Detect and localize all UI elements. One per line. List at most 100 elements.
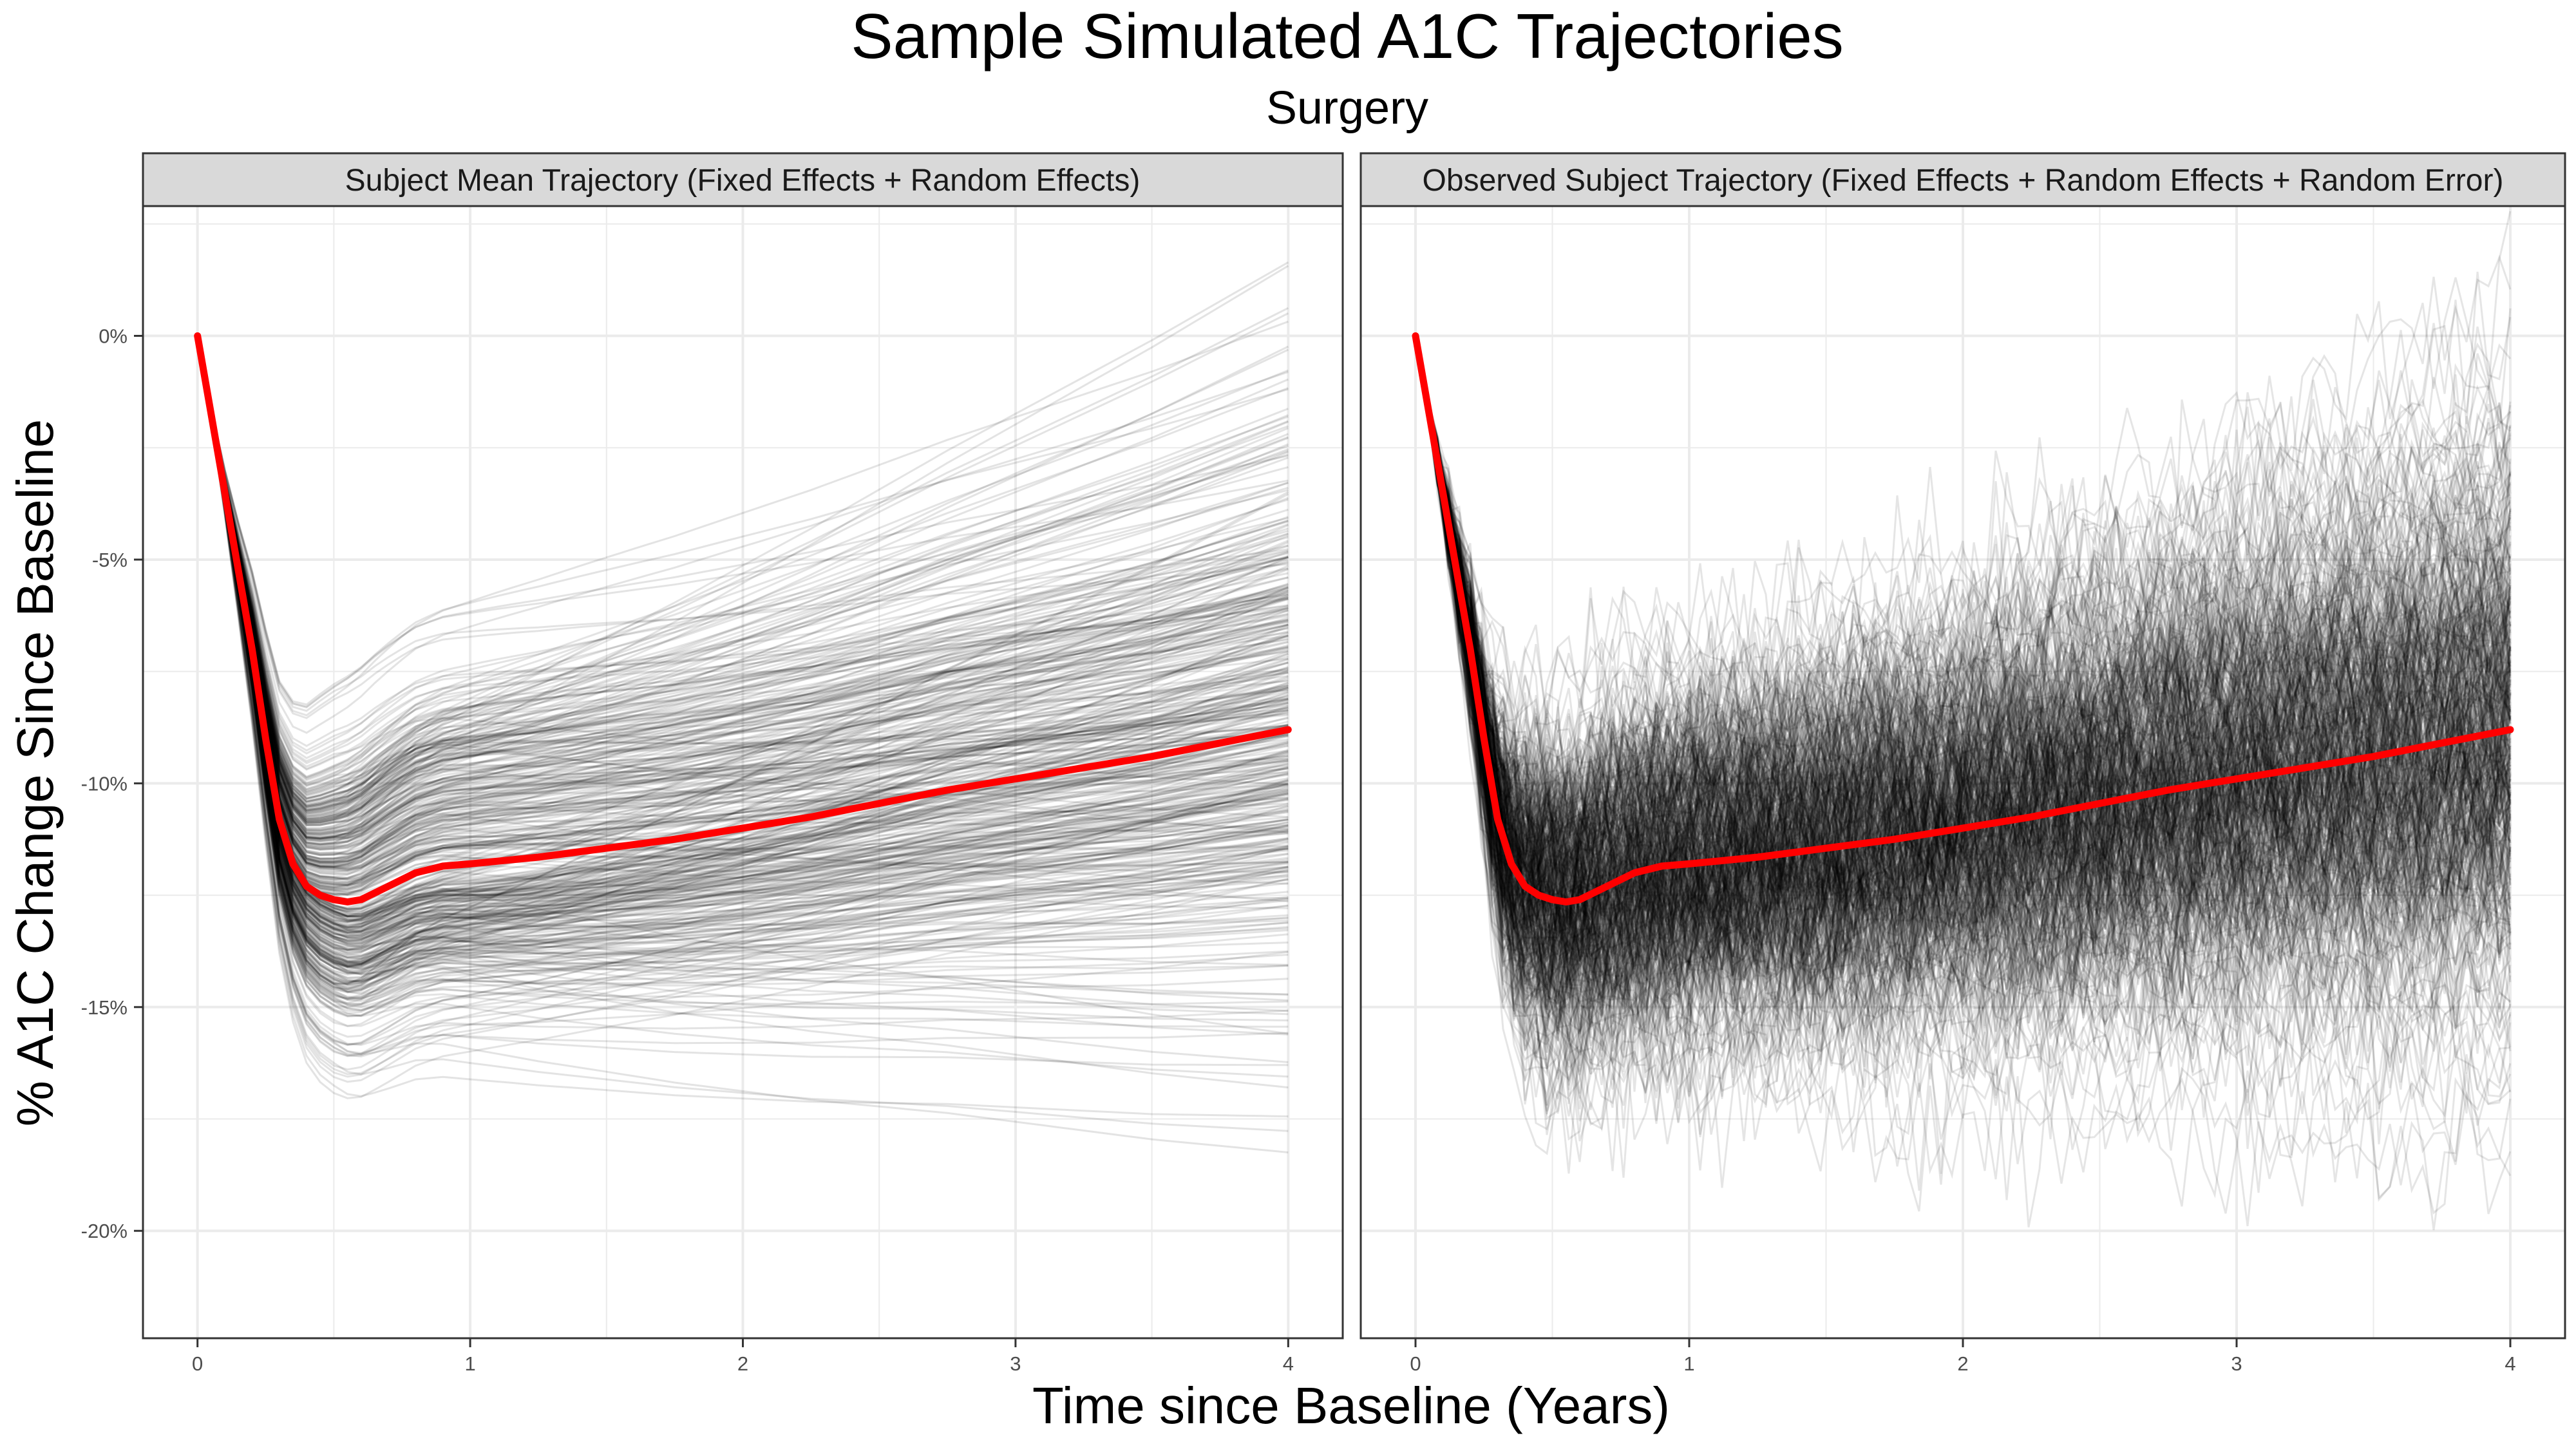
subject-mean-trajectory bbox=[196, 336, 1289, 896]
observed-subject-trajectory bbox=[1414, 336, 2512, 867]
subject-mean-trajectory bbox=[196, 336, 1289, 918]
subject-mean-trajectory bbox=[196, 336, 1289, 936]
observed-subject-trajectory bbox=[1414, 336, 2512, 889]
observed-subject-trajectory bbox=[1414, 336, 2512, 911]
subject-mean-trajectory bbox=[196, 336, 1289, 951]
subject-mean-trajectory bbox=[196, 336, 1289, 1000]
subject-mean-trajectory bbox=[196, 336, 1289, 911]
observed-subject-trajectory bbox=[1414, 336, 2512, 949]
observed-subject-trajectory bbox=[1414, 336, 2512, 956]
observed-subject-trajectory bbox=[1414, 336, 2512, 985]
subject-mean-trajectory bbox=[196, 336, 1289, 960]
observed-subject-trajectory bbox=[1414, 336, 2512, 1178]
subject-mean-trajectory bbox=[196, 336, 1289, 1058]
observed-subject-trajectory bbox=[1414, 336, 2512, 1086]
observed-subject-trajectory bbox=[1414, 336, 2512, 1029]
subject-mean-trajectory bbox=[196, 336, 1289, 866]
subject-mean-trajectory bbox=[196, 336, 1289, 812]
subject-mean-trajectory bbox=[196, 336, 1289, 979]
observed-subject-trajectory bbox=[1414, 336, 2512, 973]
subject-mean-trajectory bbox=[196, 336, 1289, 790]
subject-mean-trajectory bbox=[196, 336, 1289, 954]
subject-mean-trajectory bbox=[196, 336, 1289, 762]
subject-mean-trajectory bbox=[196, 336, 1289, 826]
observed-subject-trajectory bbox=[1414, 336, 2512, 960]
observed-subject-trajectory bbox=[1414, 336, 2512, 1032]
observed-subject-trajectory bbox=[1414, 336, 2512, 978]
subject-mean-trajectory bbox=[196, 336, 1289, 968]
observed-subject-trajectory bbox=[1414, 336, 2512, 1057]
observed-subject-trajectory bbox=[1414, 336, 2512, 979]
subject-mean-trajectory bbox=[196, 336, 1289, 932]
observed-subject-trajectory bbox=[1414, 336, 2512, 1099]
observed-subject-trajectory bbox=[1414, 336, 2512, 939]
subject-mean-trajectory bbox=[196, 336, 1289, 1012]
subject-mean-trajectory bbox=[196, 336, 1289, 815]
observed-subject-trajectory bbox=[1414, 336, 2512, 1020]
subject-mean-trajectory bbox=[196, 336, 1289, 929]
subject-mean-trajectory bbox=[196, 336, 1289, 1017]
observed-subject-trajectory bbox=[1414, 336, 2512, 1026]
observed-subject-trajectory bbox=[1414, 336, 2512, 951]
observed-subject-trajectory bbox=[1414, 336, 2512, 1097]
observed-subject-trajectory bbox=[1414, 336, 2512, 765]
observed-subject-trajectory bbox=[1414, 336, 2512, 1015]
observed-subject-trajectory bbox=[1414, 336, 2512, 1035]
subject-mean-trajectory bbox=[196, 336, 1289, 824]
subject-mean-trajectory bbox=[196, 336, 1289, 864]
observed-subject-trajectory bbox=[1414, 336, 2512, 1032]
subject-mean-trajectory bbox=[196, 336, 1289, 862]
subject-mean-trajectory bbox=[196, 336, 1289, 963]
observed-subject-trajectory bbox=[1414, 336, 2512, 938]
subject-mean-trajectory bbox=[196, 336, 1289, 974]
subject-mean-trajectory bbox=[196, 336, 1289, 996]
observed-subject-trajectory bbox=[1414, 336, 2512, 918]
subject-mean-trajectory bbox=[196, 336, 1289, 708]
subject-mean-trajectory bbox=[196, 336, 1289, 932]
subject-mean-trajectory bbox=[196, 336, 1289, 987]
observed-subject-trajectory bbox=[1414, 336, 2512, 891]
observed-subject-trajectory bbox=[1414, 336, 2512, 934]
observed-subject-trajectory bbox=[1414, 336, 2512, 1174]
observed-subject-trajectory bbox=[1414, 336, 2512, 1025]
observed-subject-trajectory bbox=[1414, 336, 2512, 840]
observed-subject-trajectory bbox=[1414, 336, 2512, 871]
observed-subject-trajectory bbox=[1414, 336, 2512, 908]
observed-subject-trajectory bbox=[1414, 336, 2512, 869]
observed-subject-trajectory bbox=[1414, 336, 2512, 1046]
panel-right-strip bbox=[1359, 152, 2566, 207]
observed-subject-trajectory bbox=[1414, 336, 2512, 981]
subject-mean-trajectory bbox=[196, 336, 1289, 856]
subject-mean-trajectory bbox=[196, 336, 1289, 1099]
observed-subject-trajectory bbox=[1414, 336, 2511, 860]
subject-mean-trajectory bbox=[196, 336, 1289, 850]
observed-subject-trajectory bbox=[1414, 336, 2512, 891]
subject-mean-trajectory bbox=[196, 336, 1289, 806]
observed-subject-trajectory bbox=[1414, 336, 2511, 992]
observed-subject-trajectory bbox=[1414, 336, 2512, 1003]
subject-mean-trajectory bbox=[196, 336, 1289, 1027]
subject-mean-trajectory bbox=[196, 336, 1289, 786]
observed-subject-trajectory bbox=[1414, 336, 2511, 1068]
subject-mean-trajectory bbox=[196, 336, 1289, 1089]
subject-mean-trajectory bbox=[196, 336, 1289, 900]
observed-subject-trajectory bbox=[1414, 336, 2512, 920]
subject-mean-trajectory bbox=[196, 336, 1289, 999]
subject-mean-trajectory bbox=[196, 336, 1289, 1117]
subject-mean-trajectory bbox=[196, 336, 1289, 803]
subject-mean-trajectory bbox=[196, 336, 1289, 933]
observed-subject-trajectory bbox=[1414, 336, 2512, 887]
subject-mean-trajectory bbox=[196, 336, 1289, 969]
subject-mean-trajectory bbox=[196, 336, 1289, 934]
observed-subject-trajectory bbox=[1414, 336, 2512, 955]
observed-subject-trajectory bbox=[1414, 336, 2512, 997]
subject-mean-trajectory bbox=[196, 336, 1289, 842]
subject-mean-trajectory bbox=[196, 336, 1289, 875]
subject-mean-trajectory bbox=[196, 336, 1289, 933]
subject-mean-trajectory bbox=[196, 336, 1289, 885]
y-tick-label: -15% bbox=[81, 996, 128, 1019]
observed-subject-trajectory bbox=[1414, 336, 2512, 934]
subject-mean-trajectory bbox=[196, 336, 1289, 860]
y-axis-title: % A1C Change Since Baseline bbox=[6, 419, 64, 1126]
